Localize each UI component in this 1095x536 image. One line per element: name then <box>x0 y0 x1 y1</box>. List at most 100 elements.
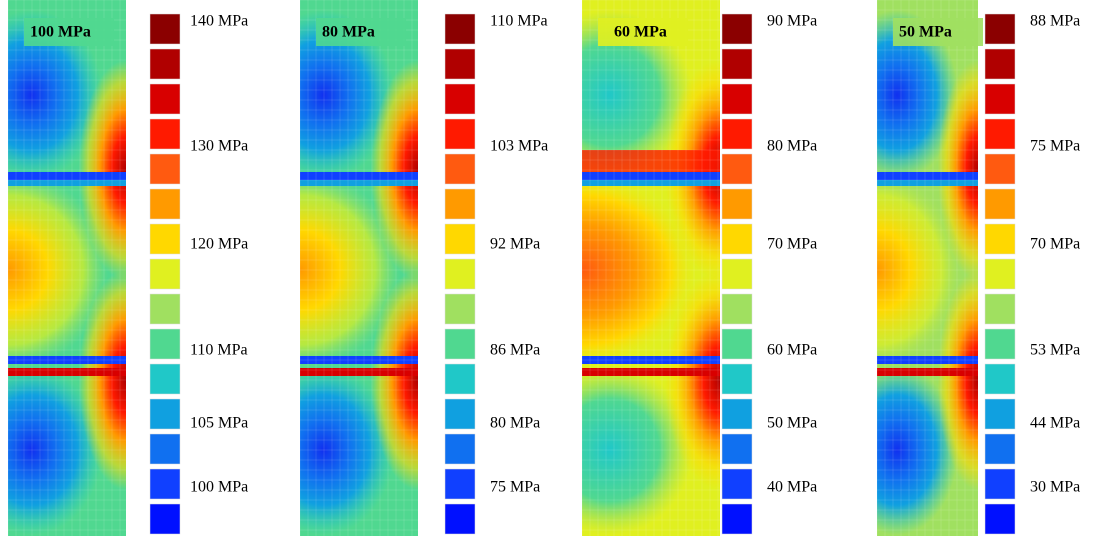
color-swatch <box>721 153 753 185</box>
colorbar-label: 130 MPa <box>190 138 248 155</box>
heat-band <box>8 356 126 364</box>
color-swatch <box>444 468 476 500</box>
colorbar-label: 110 MPa <box>190 342 248 359</box>
colorbar-label: 103 MPa <box>490 138 548 155</box>
color-swatch <box>149 258 181 290</box>
color-swatch <box>984 13 1016 45</box>
colorbar-label: 88 MPa <box>1030 13 1080 30</box>
heat-band <box>582 356 720 364</box>
color-swatch <box>984 223 1016 255</box>
heat-blob <box>582 365 693 535</box>
color-swatch <box>444 153 476 185</box>
color-swatch <box>984 433 1016 465</box>
heat-band <box>582 172 720 180</box>
color-swatch <box>149 188 181 220</box>
color-swatch <box>149 223 181 255</box>
colorbar-label: 44 MPa <box>1030 415 1080 432</box>
color-swatch <box>149 13 181 45</box>
color-swatch <box>721 468 753 500</box>
heat-blob <box>664 270 720 490</box>
color-swatch <box>149 293 181 325</box>
color-swatch <box>984 48 1016 80</box>
color-swatch <box>984 398 1016 430</box>
color-swatch <box>984 363 1016 395</box>
heat-band <box>582 368 720 376</box>
color-swatch <box>149 398 181 430</box>
heat-band <box>8 180 126 186</box>
color-swatch <box>721 188 753 220</box>
color-swatch <box>444 83 476 115</box>
heat-blob <box>877 170 963 370</box>
color-swatch <box>444 223 476 255</box>
colorbar-label: 70 MPa <box>767 236 817 253</box>
heat-band <box>877 180 978 186</box>
heat-blob <box>8 170 109 370</box>
contour-plot: 60 MPa 90 MPa 80 MPa 70 MPa 60 MPa 50 MPa 40 M… <box>582 0 817 536</box>
colorbar-label: 120 MPa <box>190 236 248 253</box>
contour-plot: 80 MPa 110 MPa 103 MPa 92 MPa 86 MPa 80 MPa 75… <box>300 0 548 536</box>
colorbar-label: 86 MPa <box>490 342 540 359</box>
color-swatch <box>721 433 753 465</box>
heat-band <box>877 356 978 364</box>
color-swatch <box>149 468 181 500</box>
heat-blob <box>582 170 700 370</box>
color-swatch <box>149 48 181 80</box>
title-box <box>598 18 688 46</box>
contour-plot: 100 MPa 140 MPa 130 MPa 120 MPa 110 MPa 105 M… <box>8 0 248 536</box>
colorbar-label: 60 MPa <box>767 342 817 359</box>
color-swatch <box>444 503 476 535</box>
color-swatch <box>721 328 753 360</box>
heat-blob <box>300 170 401 370</box>
color-swatch <box>721 118 753 150</box>
heat-band <box>300 172 418 180</box>
title-box <box>24 18 114 46</box>
panel-title: 80 MPa <box>322 24 375 41</box>
color-swatch <box>444 13 476 45</box>
color-swatch <box>444 363 476 395</box>
heat-band <box>877 172 978 180</box>
colorbar-label: 53 MPa <box>1030 342 1080 359</box>
panel-title: 50 MPa <box>899 24 952 41</box>
heatmap <box>877 0 978 536</box>
heat-blob <box>8 365 103 535</box>
title-box <box>316 18 406 46</box>
color-swatch <box>149 328 181 360</box>
colorbar-label: 90 MPa <box>767 13 817 30</box>
color-swatch <box>721 258 753 290</box>
color-swatch <box>984 293 1016 325</box>
panel-title: 100 MPa <box>30 24 91 41</box>
colorbar-label: 70 MPa <box>1030 236 1080 253</box>
color-swatch <box>444 293 476 325</box>
colorbar-label: 140 MPa <box>190 13 248 30</box>
colorbar-label: 105 MPa <box>190 415 248 432</box>
colorbar-label: 50 MPa <box>767 415 817 432</box>
color-swatch <box>721 48 753 80</box>
color-swatch <box>721 223 753 255</box>
heat-band <box>300 180 418 186</box>
heat-blob <box>78 270 126 490</box>
color-swatch <box>984 83 1016 115</box>
contour-plot: 50 MPa 88 MPa 75 MPa 70 MPa 53 MPa 44 MPa 30 M… <box>877 0 1080 536</box>
colorbar-label: 40 MPa <box>767 479 817 496</box>
colorbar-label: 80 MPa <box>767 138 817 155</box>
color-swatch <box>984 153 1016 185</box>
colorbar-label: 80 MPa <box>490 415 540 432</box>
heat-blob <box>877 365 958 535</box>
panel-title: 60 MPa <box>614 24 667 41</box>
colorbar-label: 92 MPa <box>490 236 540 253</box>
colorbar-label: 75 MPa <box>1030 138 1080 155</box>
color-swatch <box>984 468 1016 500</box>
heat-band <box>582 180 720 186</box>
color-swatch <box>149 363 181 395</box>
heat-blob <box>370 270 418 490</box>
heat-band <box>300 368 418 376</box>
color-swatch <box>984 328 1016 360</box>
color-swatch <box>149 83 181 115</box>
heat-blob <box>300 365 395 535</box>
color-swatch <box>984 503 1016 535</box>
color-swatch <box>721 83 753 115</box>
heatmap <box>582 0 720 536</box>
heat-blob <box>300 10 395 180</box>
colorbar-label: 110 MPa <box>490 13 548 30</box>
heat-band <box>300 356 418 364</box>
